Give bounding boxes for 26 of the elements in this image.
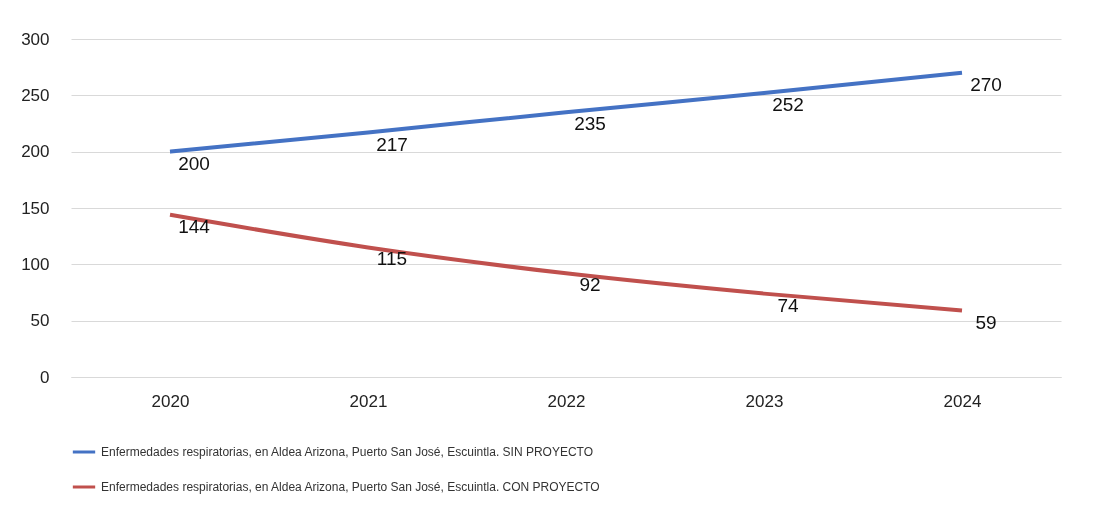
line-series	[168, 212, 964, 313]
x-tick-label: 2022	[547, 391, 586, 411]
legend-label: Enfermedades respiratorias, en Aldea Arizona, Puerto San José, Escuintla. SIN PROYECTO	[101, 445, 594, 459]
y-tick-label: 100	[21, 254, 50, 274]
y-tick-label: 250	[21, 85, 50, 105]
y-tick-label: 0	[40, 367, 50, 387]
data-label: 144	[178, 215, 211, 237]
data-label: 270	[970, 73, 1002, 95]
data-label: 115	[376, 248, 408, 270]
data-label: 92	[579, 274, 601, 296]
x-tick-label: 2020	[151, 391, 190, 411]
x-tick-label: 2024	[943, 391, 982, 411]
line-series	[168, 70, 964, 154]
y-tick-label: 50	[30, 311, 50, 331]
y-tick-label: 300	[21, 29, 50, 49]
data-label: 217	[376, 133, 408, 155]
data-label: 235	[574, 113, 606, 135]
data-label: 200	[178, 152, 210, 174]
data-label: 74	[777, 294, 799, 316]
y-tick-label: 200	[21, 142, 50, 162]
x-tick-label: 2021	[349, 391, 388, 411]
x-tick-label: 2023	[745, 391, 784, 411]
data-label: 252	[772, 94, 804, 116]
data-label: 59	[975, 311, 997, 333]
y-tick-label: 150	[21, 198, 50, 218]
legend-label: Enfermedades respiratorias, en Aldea Arizona, Puerto San José, Escuintla. CON PROYECTO	[101, 480, 600, 494]
